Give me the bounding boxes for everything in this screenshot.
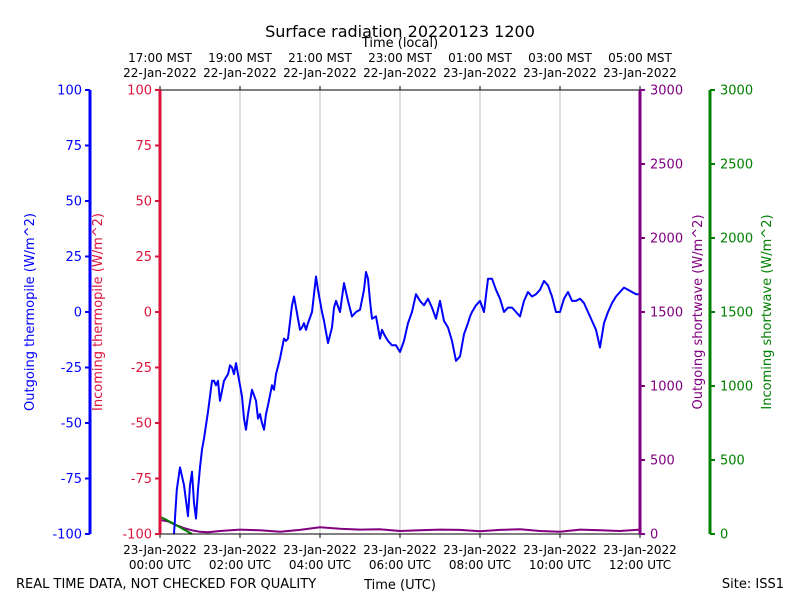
bottom-tick-date: 23-Jan-2022	[443, 543, 517, 557]
out_thermo-axis-label: Outgoing thermopile (W/m^2)	[23, 213, 38, 411]
series-line-out_sw	[159, 518, 641, 534]
top-tick-time: 03:00 MST	[528, 51, 592, 65]
in_thermo-tick-label: -25	[131, 361, 152, 376]
x-axis-label: Time (UTC)	[363, 578, 436, 593]
top-tick-date: 23-Jan-2022	[443, 66, 517, 80]
in_thermo-axis-label: Incoming thermopile (W/m^2)	[91, 213, 106, 411]
bottom-tick-date: 23-Jan-2022	[363, 543, 437, 557]
bottom-tick-time: 08:00 UTC	[449, 558, 511, 572]
top-tick-date: 23-Jan-2022	[603, 66, 677, 80]
footer-site: Site: ISS1	[722, 577, 784, 592]
out_thermo-tick-label: 0	[74, 306, 82, 321]
bottom-tick-date: 23-Jan-2022	[203, 543, 277, 557]
out_sw-tick-label: 3000	[650, 84, 683, 99]
top-tick-time: 17:00 MST	[128, 51, 192, 65]
bottom-tick-date: 23-Jan-2022	[123, 543, 197, 557]
in_thermo-tick-label: -50	[131, 417, 152, 432]
out_thermo-tick-label: -25	[61, 361, 82, 376]
bottom-tick-time: 00:00 UTC	[129, 558, 191, 572]
bottom-tick-date: 23-Jan-2022	[603, 543, 677, 557]
out_thermo-tick-label: 100	[57, 84, 82, 99]
top-tick-time: 19:00 MST	[208, 51, 272, 65]
top-tick-time: 23:00 MST	[368, 51, 432, 65]
in_sw-tick-label: 1500	[720, 306, 753, 321]
top-tick-time: 01:00 MST	[448, 51, 512, 65]
out_sw-tick-label: 500	[650, 454, 675, 469]
top-tick-date: 22-Jan-2022	[283, 66, 357, 80]
bottom-tick-time: 04:00 UTC	[289, 558, 351, 572]
in_thermo-tick-label: 50	[135, 195, 152, 210]
out_thermo-tick-label: -50	[61, 417, 82, 432]
bottom-tick-time: 06:00 UTC	[369, 558, 431, 572]
top-tick-time: 05:00 MST	[608, 51, 672, 65]
in_thermo-tick-label: 75	[135, 139, 152, 154]
bottom-tick-time: 12:00 UTC	[609, 558, 671, 572]
top-tick-date: 23-Jan-2022	[523, 66, 597, 80]
top-tick-date: 22-Jan-2022	[363, 66, 437, 80]
grid-lines	[239, 90, 561, 534]
top-tick-date: 22-Jan-2022	[203, 66, 277, 80]
out_sw-axis-label: Outgoing shortwave (W/m^2)	[691, 214, 706, 409]
in_thermo-tick-label: -75	[131, 472, 152, 487]
out_thermo-tick-label: 50	[65, 195, 82, 210]
bottom-tick-time: 10:00 UTC	[529, 558, 591, 572]
in_sw-tick-label: 0	[720, 528, 728, 543]
bottom-tick-date: 23-Jan-2022	[523, 543, 597, 557]
data-series	[159, 271, 641, 535]
top-tick-date: 22-Jan-2022	[123, 66, 197, 80]
out_thermo-tick-label: 75	[65, 139, 82, 154]
out_sw-tick-label: 2500	[650, 158, 683, 173]
in_sw-tick-label: 2500	[720, 158, 753, 173]
bottom-tick-date: 23-Jan-2022	[283, 543, 357, 557]
in_thermo-tick-label: 0	[144, 306, 152, 321]
in_sw-tick-label: 1000	[720, 380, 753, 395]
in_sw-tick-label: 2000	[720, 232, 753, 247]
out_thermo-tick-label: -75	[61, 472, 82, 487]
out_thermo-tick-label: -100	[52, 528, 82, 543]
in_thermo-tick-label: -100	[122, 528, 152, 543]
out_thermo-tick-label: 25	[65, 250, 82, 265]
out_sw-tick-label: 2000	[650, 232, 683, 247]
top-axis-label: Time (local)	[361, 36, 438, 51]
in_thermo-tick-label: 100	[127, 84, 152, 99]
in_sw-axis-label: Incoming shortwave (W/m^2)	[760, 214, 775, 409]
in_sw-tick-label: 500	[720, 454, 745, 469]
top-tick-time: 21:00 MST	[288, 51, 352, 65]
chart-title: Surface radiation 20220123 1200	[265, 22, 535, 41]
footer-quality-note: REAL TIME DATA, NOT CHECKED FOR QUALITY	[16, 577, 316, 592]
series-line-out_thermo	[173, 271, 640, 535]
in_sw-tick-label: 3000	[720, 84, 753, 99]
out_sw-tick-label: 1500	[650, 306, 683, 321]
bottom-tick-time: 02:00 UTC	[209, 558, 271, 572]
in_thermo-tick-label: 25	[135, 250, 152, 265]
out_sw-tick-label: 0	[650, 528, 658, 543]
out_sw-tick-label: 1000	[650, 380, 683, 395]
series-line-in_sw	[159, 516, 193, 535]
